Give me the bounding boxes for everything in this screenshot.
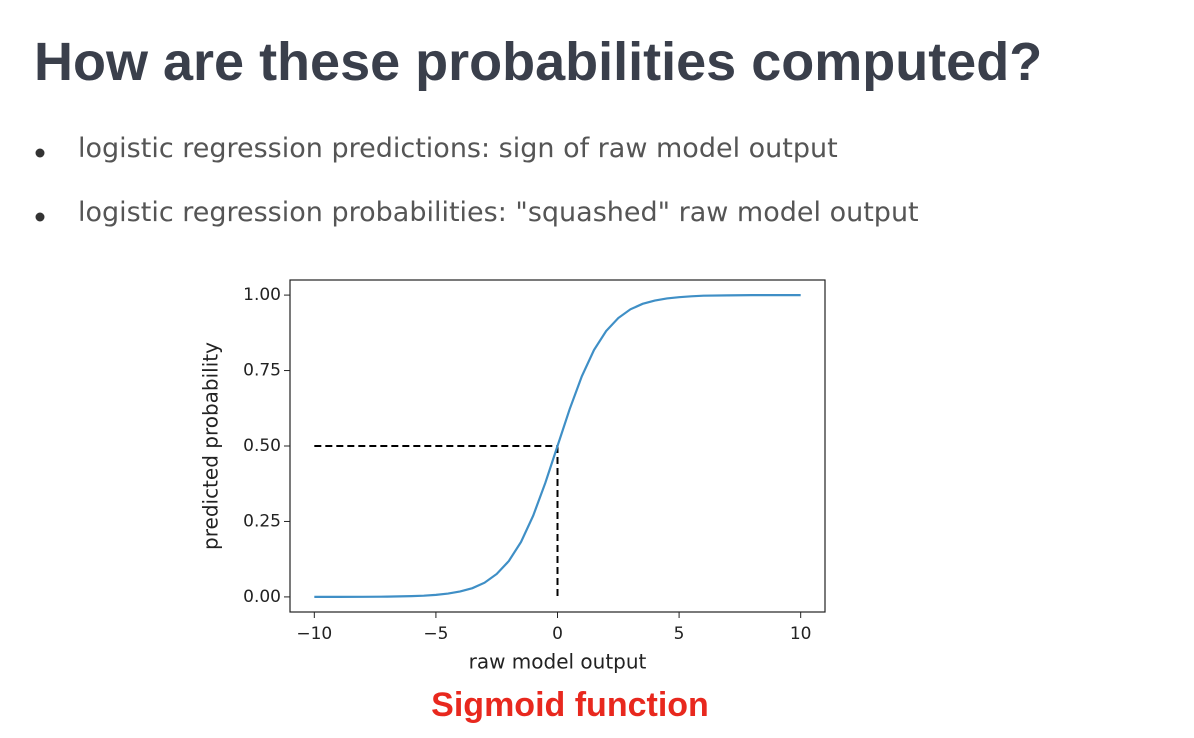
x-tick-label: −10 bbox=[296, 624, 332, 644]
x-tick-label: 0 bbox=[552, 624, 563, 644]
y-tick-label: 1.00 bbox=[243, 285, 281, 305]
x-tick-label: 10 bbox=[790, 624, 812, 644]
chart-caption: Sigmoid function bbox=[431, 686, 709, 724]
y-tick-label: 0.75 bbox=[243, 361, 281, 381]
y-axis-label: predicted probability bbox=[199, 342, 223, 550]
x-axis-label: raw model output bbox=[469, 650, 647, 674]
x-tick-label: 5 bbox=[674, 624, 685, 644]
x-tick-label: −5 bbox=[423, 624, 448, 644]
sigmoid-line bbox=[314, 293, 801, 599]
chart: 0.00 0.25 0.50 0.75 1.00 −10 −5 0 5 10 raw model o… bbox=[199, 279, 826, 724]
bullet-text: logistic regression predictions: sign of… bbox=[78, 133, 838, 164]
bullet-text: logistic regression probabilities: "squa… bbox=[78, 197, 919, 228]
bullet-dot bbox=[35, 212, 45, 222]
y-tick-label: 0.50 bbox=[243, 436, 281, 456]
y-tick-label: 0.25 bbox=[243, 511, 281, 531]
bullet-dot bbox=[35, 148, 45, 158]
slide-title: How are these probabilities computed? bbox=[34, 32, 1042, 92]
y-tick-label: 0.00 bbox=[243, 587, 281, 607]
